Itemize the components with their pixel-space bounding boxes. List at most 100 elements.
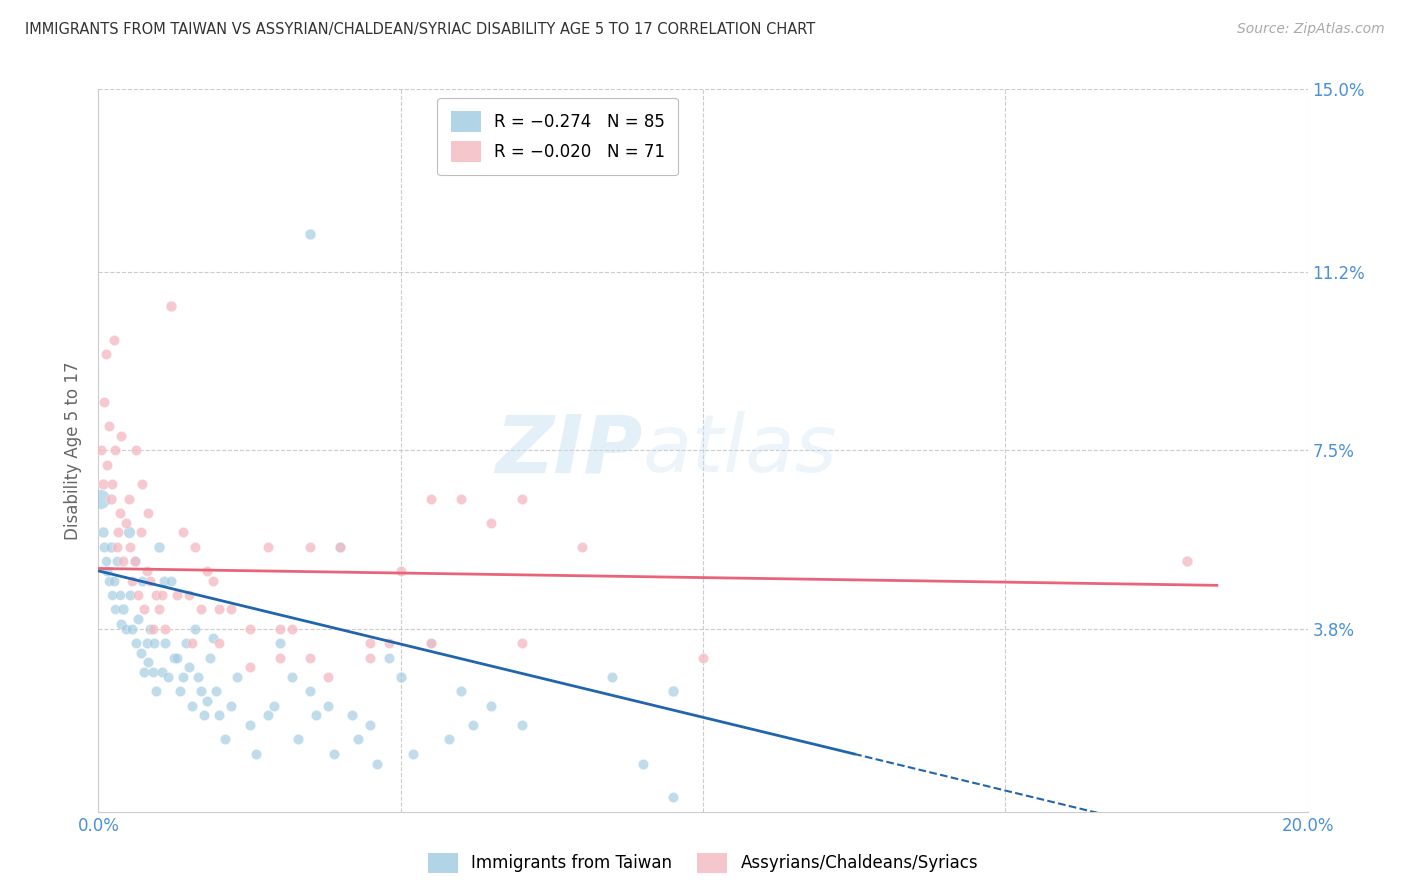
- Point: [118, 491, 141, 506]
- Point: [360, 718, 382, 732]
- Point: [193, 708, 215, 723]
- Point: [91, 525, 114, 540]
- Text: ZIP: ZIP: [495, 411, 643, 490]
- Point: [329, 540, 352, 554]
- Point: [125, 443, 148, 458]
- Point: [108, 588, 131, 602]
- Point: [153, 636, 176, 650]
- Point: [114, 622, 136, 636]
- Y-axis label: Disability Age 5 to 17: Disability Age 5 to 17: [65, 361, 83, 540]
- Point: [1175, 554, 1198, 568]
- Point: [179, 588, 201, 602]
- Legend: Immigrants from Taiwan, Assyrians/Chaldeans/Syriacs: Immigrants from Taiwan, Assyrians/Chalde…: [422, 847, 984, 880]
- Point: [111, 554, 134, 568]
- Point: [142, 622, 165, 636]
- Point: [661, 684, 683, 698]
- Point: [114, 516, 136, 530]
- Point: [124, 554, 146, 568]
- Point: [181, 698, 204, 713]
- Point: [105, 554, 128, 568]
- Point: [299, 540, 322, 554]
- Text: IMMIGRANTS FROM TAIWAN VS ASSYRIAN/CHALDEAN/SYRIAC DISABILITY AGE 5 TO 17 CORREL: IMMIGRANTS FROM TAIWAN VS ASSYRIAN/CHALD…: [25, 22, 815, 37]
- Text: Source: ZipAtlas.com: Source: ZipAtlas.com: [1237, 22, 1385, 37]
- Point: [94, 554, 117, 568]
- Point: [142, 665, 165, 679]
- Point: [108, 506, 131, 520]
- Point: [239, 622, 262, 636]
- Point: [181, 636, 204, 650]
- Point: [184, 622, 207, 636]
- Point: [239, 718, 262, 732]
- Text: atlas: atlas: [643, 411, 838, 490]
- Point: [148, 602, 170, 616]
- Point: [256, 708, 278, 723]
- Point: [132, 665, 155, 679]
- Point: [463, 718, 485, 732]
- Point: [136, 506, 159, 520]
- Point: [93, 540, 115, 554]
- Point: [305, 708, 328, 723]
- Point: [129, 646, 152, 660]
- Point: [139, 622, 162, 636]
- Point: [329, 540, 352, 554]
- Point: [96, 458, 118, 472]
- Point: [118, 540, 141, 554]
- Point: [125, 636, 148, 650]
- Point: [420, 636, 443, 650]
- Point: [510, 491, 533, 506]
- Point: [481, 698, 503, 713]
- Point: [136, 656, 159, 670]
- Point: [323, 747, 346, 761]
- Point: [105, 540, 128, 554]
- Point: [299, 684, 322, 698]
- Point: [190, 684, 212, 698]
- Point: [202, 574, 225, 588]
- Point: [316, 698, 339, 713]
- Point: [127, 588, 149, 602]
- Point: [269, 636, 291, 650]
- Point: [93, 395, 115, 409]
- Point: [127, 612, 149, 626]
- Point: [187, 670, 209, 684]
- Point: [91, 477, 114, 491]
- Point: [179, 660, 201, 674]
- Point: [389, 564, 412, 578]
- Point: [437, 732, 460, 747]
- Point: [221, 602, 243, 616]
- Point: [98, 419, 121, 434]
- Point: [281, 622, 304, 636]
- Point: [631, 756, 654, 771]
- Point: [481, 516, 503, 530]
- Point: [377, 636, 399, 650]
- Point: [107, 525, 129, 540]
- Point: [100, 491, 122, 506]
- Point: [245, 747, 267, 761]
- Point: [150, 665, 173, 679]
- Point: [172, 525, 194, 540]
- Point: [143, 636, 166, 650]
- Point: [98, 574, 121, 588]
- Point: [208, 708, 231, 723]
- Point: [256, 540, 278, 554]
- Point: [661, 790, 683, 805]
- Point: [360, 636, 382, 650]
- Point: [110, 616, 132, 631]
- Point: [100, 588, 122, 602]
- Point: [420, 636, 443, 650]
- Point: [139, 574, 162, 588]
- Point: [145, 588, 167, 602]
- Point: [510, 718, 533, 732]
- Point: [221, 698, 243, 713]
- Point: [692, 650, 714, 665]
- Point: [121, 574, 143, 588]
- Point: [163, 650, 186, 665]
- Point: [200, 650, 222, 665]
- Point: [420, 491, 443, 506]
- Point: [100, 477, 122, 491]
- Point: [299, 227, 322, 241]
- Point: [103, 574, 125, 588]
- Point: [214, 732, 236, 747]
- Point: [239, 660, 262, 674]
- Point: [172, 670, 194, 684]
- Point: [263, 698, 285, 713]
